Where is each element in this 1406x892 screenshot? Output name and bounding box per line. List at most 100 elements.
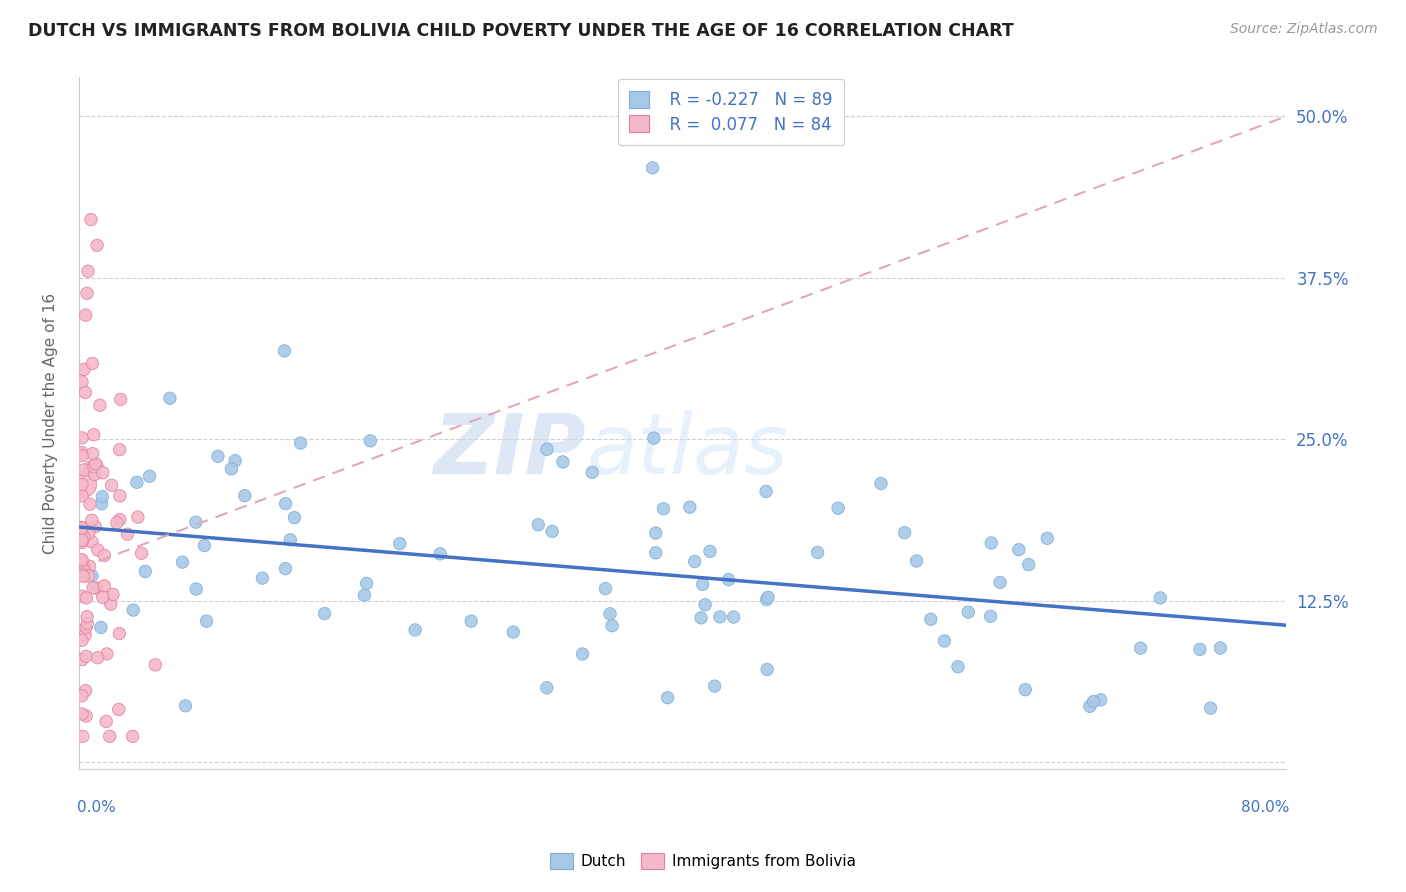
Point [75,628,97,642]
Point [957,605,980,619]
Point [756,663,779,677]
Point [90,620,112,634]
Point [314,607,336,621]
Point [79,497,101,511]
Point [107,702,129,716]
Point [893,525,915,540]
Point [221,462,243,476]
Point [641,161,664,175]
Point [70,375,93,389]
Point [91,466,114,480]
Point [70,561,93,575]
Text: 80.0%: 80.0% [1240,800,1289,814]
Point [186,582,208,596]
Point [70,449,93,463]
Point [693,598,716,612]
Point [70,568,93,582]
Point [110,392,132,407]
Point [96,714,118,729]
Point [595,582,617,596]
Point [827,501,849,516]
Legend: Dutch, Immigrants from Bolivia: Dutch, Immigrants from Bolivia [544,847,862,875]
Point [1018,558,1040,572]
Point [70,535,93,549]
Point [72,730,94,744]
Point [274,561,297,575]
Point [84,519,107,533]
Point [86,650,108,665]
Point [125,475,148,490]
Point [1008,542,1031,557]
Point [404,623,426,637]
Point [1188,642,1211,657]
Point [108,489,131,503]
Point [108,442,131,457]
Point [76,616,98,631]
Point [131,546,153,560]
Point [692,577,714,591]
Point [980,536,1002,550]
Point [429,547,451,561]
Point [82,356,104,370]
Text: Source: ZipAtlas.com: Source: ZipAtlas.com [1230,22,1378,37]
Point [581,466,603,480]
Point [70,431,93,445]
Point [1209,640,1232,655]
Text: ZIP: ZIP [433,410,586,491]
Point [460,614,482,628]
Point [70,633,93,648]
Point [756,591,779,605]
Point [70,520,93,534]
Point [96,647,118,661]
Point [551,455,574,469]
Point [755,592,778,607]
Point [70,533,93,548]
Point [643,431,665,445]
Point [70,528,93,542]
Point [1129,641,1152,656]
Point [290,436,312,450]
Point [70,489,93,503]
Point [75,620,97,634]
Point [75,591,97,605]
Point [108,512,131,526]
Point [1014,682,1036,697]
Point [652,501,675,516]
Point [138,469,160,483]
Point [90,497,112,511]
Point [93,549,115,563]
Point [70,521,93,535]
Point [934,634,956,648]
Point [1083,695,1105,709]
Point [79,559,101,574]
Point [541,524,564,539]
Point [86,581,108,595]
Point [108,626,131,640]
Point [117,527,139,541]
Point [75,683,97,698]
Y-axis label: Child Poverty Under the Age of 16: Child Poverty Under the Age of 16 [44,293,58,554]
Point [77,569,100,583]
Point [1090,693,1112,707]
Point [353,588,375,602]
Point [536,681,558,695]
Point [703,679,725,693]
Point [127,510,149,524]
Point [599,607,621,621]
Point [224,453,246,467]
Point [70,652,93,666]
Point [644,526,666,541]
Point [79,460,101,475]
Point [105,516,128,530]
Point [98,730,121,744]
Point [75,385,97,400]
Point [683,555,706,569]
Point [80,513,103,527]
Point [72,569,94,583]
Point [709,610,731,624]
Point [920,612,942,626]
Point [70,689,93,703]
Point [76,609,98,624]
Point [980,609,1002,624]
Point [86,458,108,473]
